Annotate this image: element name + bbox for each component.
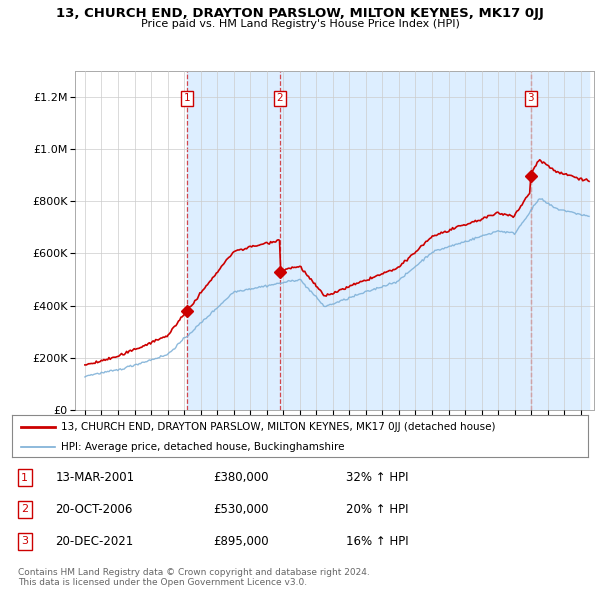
- Text: 1: 1: [21, 473, 28, 483]
- Text: 2: 2: [277, 93, 283, 103]
- Text: 16% ↑ HPI: 16% ↑ HPI: [346, 535, 409, 548]
- Text: £380,000: £380,000: [214, 471, 269, 484]
- Text: 13, CHURCH END, DRAYTON PARSLOW, MILTON KEYNES, MK17 0JJ (detached house): 13, CHURCH END, DRAYTON PARSLOW, MILTON …: [61, 422, 496, 432]
- Text: £895,000: £895,000: [214, 535, 269, 548]
- Text: HPI: Average price, detached house, Buckinghamshire: HPI: Average price, detached house, Buck…: [61, 442, 344, 451]
- Text: £530,000: £530,000: [214, 503, 269, 516]
- Text: 20-DEC-2021: 20-DEC-2021: [55, 535, 133, 548]
- Text: 2: 2: [21, 504, 28, 514]
- Text: Contains HM Land Registry data © Crown copyright and database right 2024.: Contains HM Land Registry data © Crown c…: [18, 568, 370, 576]
- Text: 13, CHURCH END, DRAYTON PARSLOW, MILTON KEYNES, MK17 0JJ: 13, CHURCH END, DRAYTON PARSLOW, MILTON …: [56, 7, 544, 20]
- Text: 3: 3: [21, 536, 28, 546]
- Text: 20% ↑ HPI: 20% ↑ HPI: [346, 503, 409, 516]
- Text: 3: 3: [527, 93, 534, 103]
- Text: 1: 1: [184, 93, 191, 103]
- Text: 13-MAR-2001: 13-MAR-2001: [55, 471, 134, 484]
- Text: Price paid vs. HM Land Registry's House Price Index (HPI): Price paid vs. HM Land Registry's House …: [140, 19, 460, 29]
- Text: 20-OCT-2006: 20-OCT-2006: [55, 503, 133, 516]
- Text: 32% ↑ HPI: 32% ↑ HPI: [346, 471, 409, 484]
- Text: This data is licensed under the Open Government Licence v3.0.: This data is licensed under the Open Gov…: [18, 578, 307, 587]
